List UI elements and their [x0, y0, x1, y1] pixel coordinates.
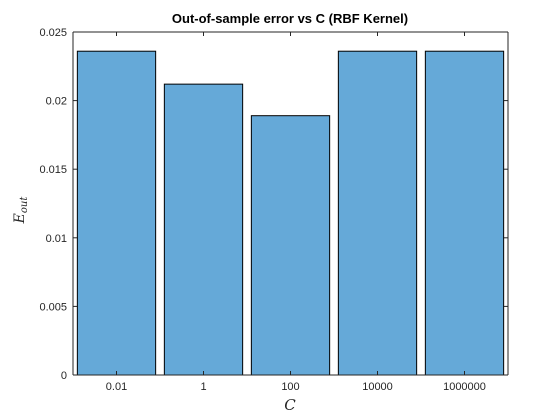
bar-1000000 — [424, 50, 505, 376]
chart-title: Out-of-sample error vs C (RBF Kernel) — [172, 11, 408, 26]
bar-0.01 — [76, 50, 157, 376]
x-tick-label: 1000000 — [443, 381, 486, 393]
x-tick-label: 100 — [281, 381, 299, 393]
y-tick-label: 0.02 — [46, 96, 67, 108]
y-tick-label: 0 — [61, 370, 67, 382]
y-tick-label: 0.015 — [39, 164, 67, 176]
bar-1 — [163, 83, 244, 376]
bar-10000 — [337, 50, 418, 376]
y-axis-label: Eout — [12, 196, 30, 225]
bars-group — [76, 50, 505, 376]
bar-100 — [250, 115, 331, 376]
x-tick-label: 10000 — [362, 381, 393, 393]
y-tick-label: 0.005 — [39, 301, 67, 313]
y-tick-label: 0.025 — [39, 27, 67, 39]
y-tick-label: 0.01 — [46, 233, 67, 245]
y-ticks-group: 0 0.005 0.01 0.015 0.02 0.025 — [39, 27, 508, 382]
y-axis-label-main: E — [12, 213, 28, 224]
x-tick-label: 0.01 — [106, 381, 127, 393]
x-ticks-group: 0.01 1 100 10000 1000000 — [106, 32, 486, 393]
x-axis-label: C — [284, 396, 296, 414]
y-axis-label-subscript: out — [19, 196, 30, 213]
x-tick-label: 1 — [200, 381, 206, 393]
